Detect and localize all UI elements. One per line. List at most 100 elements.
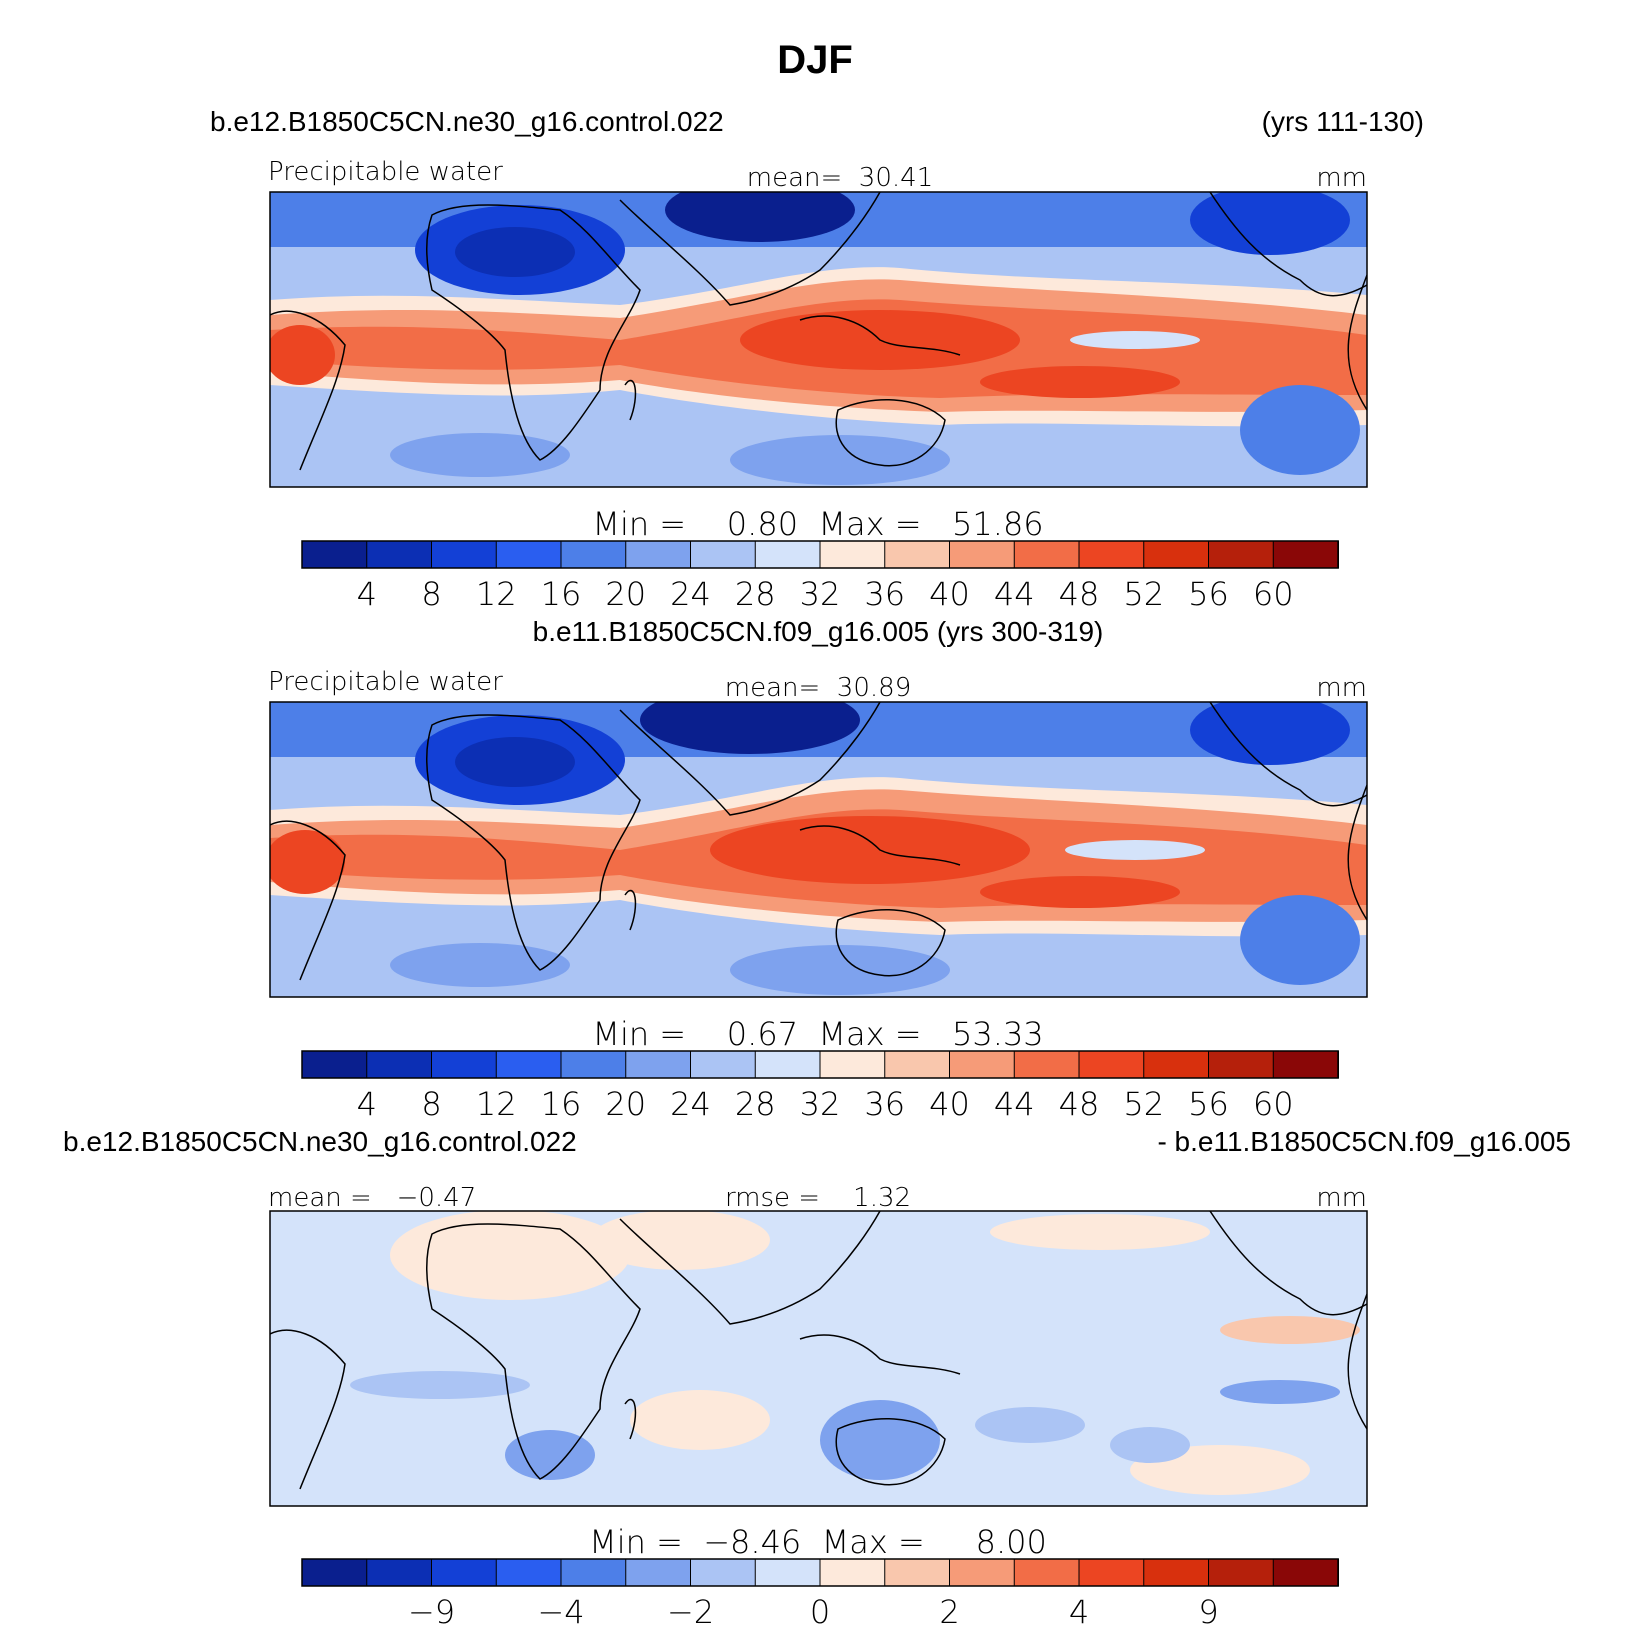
top-colorbar-swatch bbox=[754, 540, 821, 569]
panel-top: b.e12.B1850C5CN.ne30_g16.control.022 (yr… bbox=[210, 106, 1424, 613]
bottom-colorbar-tick-label: −4 bbox=[537, 1593, 584, 1630]
top-minmax: Min = 0.80 Max = 51.86 bbox=[592, 505, 1043, 543]
middle-colorbar-swatch bbox=[819, 1050, 886, 1079]
middle-colorbar-tick-label: 16 bbox=[541, 1085, 582, 1123]
middle-colorbar-tick-label: 4 bbox=[357, 1085, 377, 1123]
top-colorbar-tick-label: 48 bbox=[1059, 575, 1100, 613]
top-colorbar-tick-label: 40 bbox=[929, 575, 970, 613]
bottom-colorbar bbox=[301, 1558, 1339, 1587]
bottom-colorbar-tick-label: −2 bbox=[667, 1593, 714, 1630]
bottom-colorbar-swatch bbox=[1272, 1558, 1339, 1587]
bottom-case-title-left: b.e12.B1850C5CN.ne30_g16.control.022 bbox=[63, 1126, 577, 1157]
bottom-map-region-pacific-cool bbox=[1110, 1427, 1190, 1463]
middle-colorbar-swatch bbox=[1143, 1050, 1210, 1079]
top-map-region-southeast-pacific bbox=[1240, 385, 1360, 475]
top-map-coastlines bbox=[270, 192, 1367, 471]
middle-colorbar-swatch bbox=[690, 1050, 757, 1079]
middle-colorbar-frame bbox=[301, 1050, 1339, 1079]
top-colorbar-swatch bbox=[560, 540, 627, 569]
top-colorbar-tick-label: 4 bbox=[357, 575, 377, 613]
bottom-case-title-right: - b.e11.B1850C5CN.f09_g16.005 bbox=[1157, 1126, 1571, 1157]
bottom-map-region-atlantic-cool bbox=[350, 1371, 530, 1399]
top-colorbar-swatch bbox=[301, 540, 368, 569]
bottom-colorbar-swatch bbox=[1013, 1558, 1080, 1587]
bottom-colorbar-ticks: −9 −4 −2 0 2 4 9 bbox=[408, 1593, 1219, 1630]
middle-left-label: Precipitable water bbox=[268, 667, 503, 697]
bottom-map bbox=[270, 1211, 1367, 1506]
top-colorbar-swatch bbox=[949, 540, 1016, 569]
top-colorbar-tick-label: 56 bbox=[1188, 575, 1229, 613]
middle-colorbar-swatch bbox=[301, 1050, 368, 1079]
middle-map-region-sahara-core bbox=[455, 737, 575, 787]
bottom-colorbar-tick-label: 2 bbox=[939, 1593, 959, 1630]
middle-map-frame bbox=[269, 701, 1368, 998]
bottom-rmse-label: rmse = 1.32 bbox=[725, 1183, 911, 1213]
bottom-colorbar-tick-label: 9 bbox=[1198, 1593, 1218, 1630]
bottom-colorbar-swatch bbox=[1078, 1558, 1145, 1587]
panel-middle: b.e11.B1850C5CN.f09_g16.005 (yrs 300-319… bbox=[268, 616, 1368, 1123]
middle-units: mm bbox=[1316, 673, 1367, 703]
top-colorbar-swatch bbox=[819, 540, 886, 569]
middle-colorbar-tick-label: 40 bbox=[929, 1085, 970, 1123]
middle-map-region-asia bbox=[640, 702, 860, 754]
top-map-region-south-atlantic bbox=[390, 433, 570, 477]
bottom-colorbar-swatch bbox=[690, 1558, 757, 1587]
bottom-colorbar-tick-label: −9 bbox=[408, 1593, 455, 1630]
top-case-title: b.e12.B1850C5CN.ne30_g16.control.022 bbox=[210, 106, 724, 137]
top-map-region-spcz bbox=[980, 366, 1180, 398]
middle-colorbar-swatch bbox=[366, 1050, 433, 1079]
middle-colorbar-swatch bbox=[1208, 1050, 1275, 1079]
top-colorbar-tick-label: 44 bbox=[994, 575, 1035, 613]
top-colorbar-tick-label: 36 bbox=[864, 575, 905, 613]
middle-colorbar-swatch bbox=[431, 1050, 498, 1079]
top-colorbar-swatch bbox=[431, 540, 498, 569]
middle-colorbar-swatch bbox=[754, 1050, 821, 1079]
bottom-colorbar-swatch bbox=[819, 1558, 886, 1587]
middle-colorbar bbox=[301, 1050, 1339, 1079]
top-colorbar-tick-label: 32 bbox=[800, 575, 841, 613]
bottom-minmax: Min = −8.46 Max = 8.00 bbox=[589, 1523, 1047, 1561]
top-colorbar-tick-label: 16 bbox=[541, 575, 582, 613]
top-map-region-amazon bbox=[270, 325, 335, 385]
middle-minmax: Min = 0.67 Max = 53.33 bbox=[592, 1015, 1043, 1053]
top-colorbar-frame bbox=[301, 540, 1339, 569]
top-colorbar-swatch bbox=[884, 540, 951, 569]
top-colorbar-tick-label: 60 bbox=[1253, 575, 1294, 613]
top-map-frame bbox=[269, 191, 1368, 488]
bottom-colorbar-swatch bbox=[495, 1558, 562, 1587]
middle-colorbar-swatch bbox=[1078, 1050, 1145, 1079]
top-colorbar-tick-label: 52 bbox=[1123, 575, 1164, 613]
bottom-colorbar-swatch bbox=[625, 1558, 692, 1587]
middle-map-region-americas-n bbox=[1190, 702, 1350, 765]
bottom-colorbar-swatch bbox=[1208, 1558, 1275, 1587]
top-colorbar-swatch bbox=[690, 540, 757, 569]
top-colorbar bbox=[301, 540, 1339, 569]
top-left-label: Precipitable water bbox=[268, 157, 503, 187]
middle-colorbar-tick-label: 8 bbox=[421, 1085, 441, 1123]
top-map-region-asia bbox=[665, 192, 855, 242]
middle-colorbar-ticks: 4 8 12 16 20 24 28 32 36 40 44 48 52 56 60 bbox=[357, 1085, 1294, 1123]
top-colorbar-swatch bbox=[1078, 540, 1145, 569]
middle-colorbar-swatch bbox=[949, 1050, 1016, 1079]
bottom-colorbar-swatch bbox=[949, 1558, 1016, 1587]
top-map-region-sahara-core bbox=[455, 227, 575, 277]
top-map bbox=[270, 192, 1367, 487]
bottom-colorbar-swatch bbox=[1143, 1558, 1210, 1587]
top-colorbar-swatch bbox=[495, 540, 562, 569]
bottom-map-region-east-pacific-cool bbox=[1220, 1380, 1340, 1404]
bottom-map-region-south-indian-warm bbox=[630, 1390, 770, 1450]
middle-map-region-amazon bbox=[270, 830, 345, 894]
middle-colorbar-swatch bbox=[1013, 1050, 1080, 1079]
top-map-region-americas-n bbox=[1190, 192, 1350, 255]
top-colorbar-tick-label: 12 bbox=[476, 575, 517, 613]
middle-mean-label: mean= 30.89 bbox=[725, 673, 911, 703]
middle-map-region-south-atlantic bbox=[390, 943, 570, 987]
middle-colorbar-tick-label: 56 bbox=[1188, 1085, 1229, 1123]
middle-colorbar-tick-label: 60 bbox=[1253, 1085, 1294, 1123]
middle-colorbar-swatch bbox=[625, 1050, 692, 1079]
top-colorbar-swatch bbox=[366, 540, 433, 569]
bottom-colorbar-swatch bbox=[366, 1558, 433, 1587]
top-colorbar-ticks: 4 8 12 16 20 24 28 32 36 40 44 48 52 56 60 bbox=[357, 575, 1294, 613]
bottom-map-region-north-pacific-warm bbox=[990, 1214, 1210, 1250]
middle-colorbar-tick-label: 48 bbox=[1059, 1085, 1100, 1123]
